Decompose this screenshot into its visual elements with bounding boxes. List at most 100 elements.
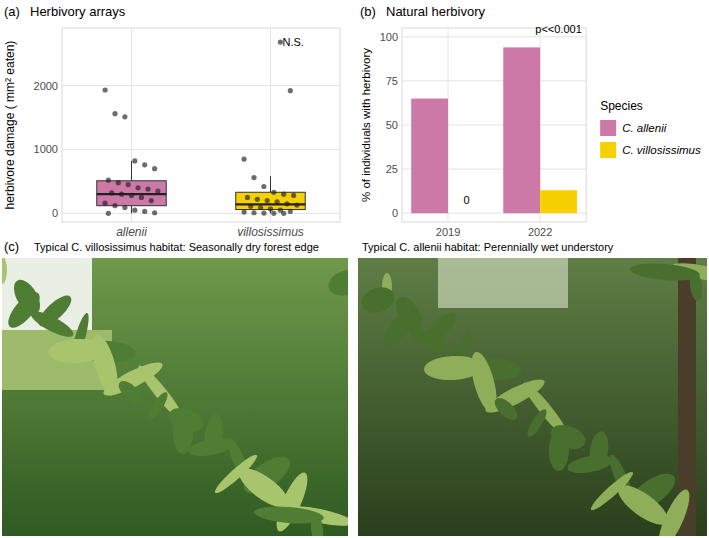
point (142, 162, 147, 167)
leaf (629, 261, 700, 283)
point (139, 195, 144, 200)
point (155, 188, 160, 193)
leaf (358, 283, 398, 317)
point (241, 156, 246, 161)
point (102, 201, 107, 206)
photo-caption: Typical C. villosissimus habitat: Season… (34, 241, 319, 253)
point (136, 185, 141, 190)
tick-label: 1000 (34, 143, 58, 155)
figure: (a)Herbivory arrays010002000alleniivillo… (0, 0, 709, 538)
grid-line (62, 149, 340, 150)
leaf (423, 354, 482, 381)
marks (411, 47, 577, 213)
point (119, 192, 124, 197)
point (261, 210, 266, 215)
point (245, 195, 250, 200)
point (145, 186, 150, 191)
point (255, 197, 260, 202)
point (132, 158, 137, 163)
leaf (325, 266, 348, 300)
leaf (2, 258, 7, 284)
tick-label: 0 (392, 207, 398, 219)
bar (503, 47, 540, 213)
leaf (379, 304, 421, 349)
tick-label: villosissimus (237, 225, 304, 239)
photo-ground (358, 258, 707, 536)
grid-line (402, 36, 586, 37)
leaf (115, 377, 145, 407)
panel-letter: (b) (360, 4, 376, 19)
point (265, 198, 270, 203)
point (271, 190, 276, 195)
point (288, 88, 293, 93)
point (294, 202, 299, 207)
leaf (407, 324, 456, 359)
panel-title: Herbivory arrays (30, 4, 126, 19)
point (149, 198, 154, 203)
point (271, 211, 276, 216)
point (268, 206, 273, 211)
point (152, 166, 157, 171)
tick-label: 100 (380, 31, 398, 43)
point (132, 208, 137, 213)
point (102, 87, 107, 92)
point (275, 199, 280, 204)
plot-frame (62, 28, 340, 222)
tick-label: 25 (386, 163, 398, 175)
tick-label: 2000 (34, 80, 58, 92)
legend-key (600, 120, 616, 136)
tick-label: 2019 (436, 226, 460, 238)
tick-label: 0 (52, 207, 58, 219)
annotation: p<<0.001 (535, 23, 582, 35)
grid-line (402, 80, 586, 81)
photo (2, 258, 348, 536)
leaf (47, 337, 106, 364)
bar (448, 213, 485, 214)
bar (411, 99, 448, 214)
point (241, 209, 246, 214)
legend-label: C. allenii (622, 122, 667, 134)
legend: SpeciesC. alleniiC. villosissimus (600, 99, 701, 158)
leaf (566, 452, 614, 476)
tick-label: allenii (116, 225, 147, 239)
point (284, 201, 289, 206)
tick-label: 75 (386, 75, 398, 87)
point (106, 211, 111, 216)
point (291, 193, 296, 198)
box (97, 181, 167, 206)
point (142, 209, 147, 214)
point (112, 111, 117, 116)
panel-letter: (c) (4, 239, 19, 254)
leaf (253, 504, 324, 526)
point (251, 175, 256, 180)
point (106, 178, 111, 183)
point (122, 114, 127, 119)
point (281, 192, 286, 197)
photo-ground (2, 258, 348, 536)
leaf (212, 452, 260, 497)
leaf (145, 390, 170, 422)
leaf (173, 412, 194, 454)
point (122, 205, 127, 210)
marks (97, 39, 306, 216)
point (116, 180, 121, 185)
point (261, 184, 266, 189)
leaf (524, 407, 549, 439)
annotation: N.S. (283, 36, 304, 48)
point (248, 204, 253, 209)
tick-label: 2022 (528, 226, 552, 238)
annotation: 0 (463, 194, 469, 206)
point (129, 193, 134, 198)
panel-title: Natural herbivory (386, 4, 485, 19)
point (152, 210, 157, 215)
light-patch (438, 258, 568, 308)
bar (540, 190, 577, 213)
leaf (28, 307, 77, 342)
whisker (131, 206, 132, 214)
leaf (549, 429, 570, 471)
legend-label: C. villosissimus (622, 144, 701, 156)
photo-caption: Typical C. allenii habitat: Perennially … (362, 241, 614, 253)
point (281, 211, 286, 216)
point (109, 190, 114, 195)
plot-frame (402, 28, 586, 222)
